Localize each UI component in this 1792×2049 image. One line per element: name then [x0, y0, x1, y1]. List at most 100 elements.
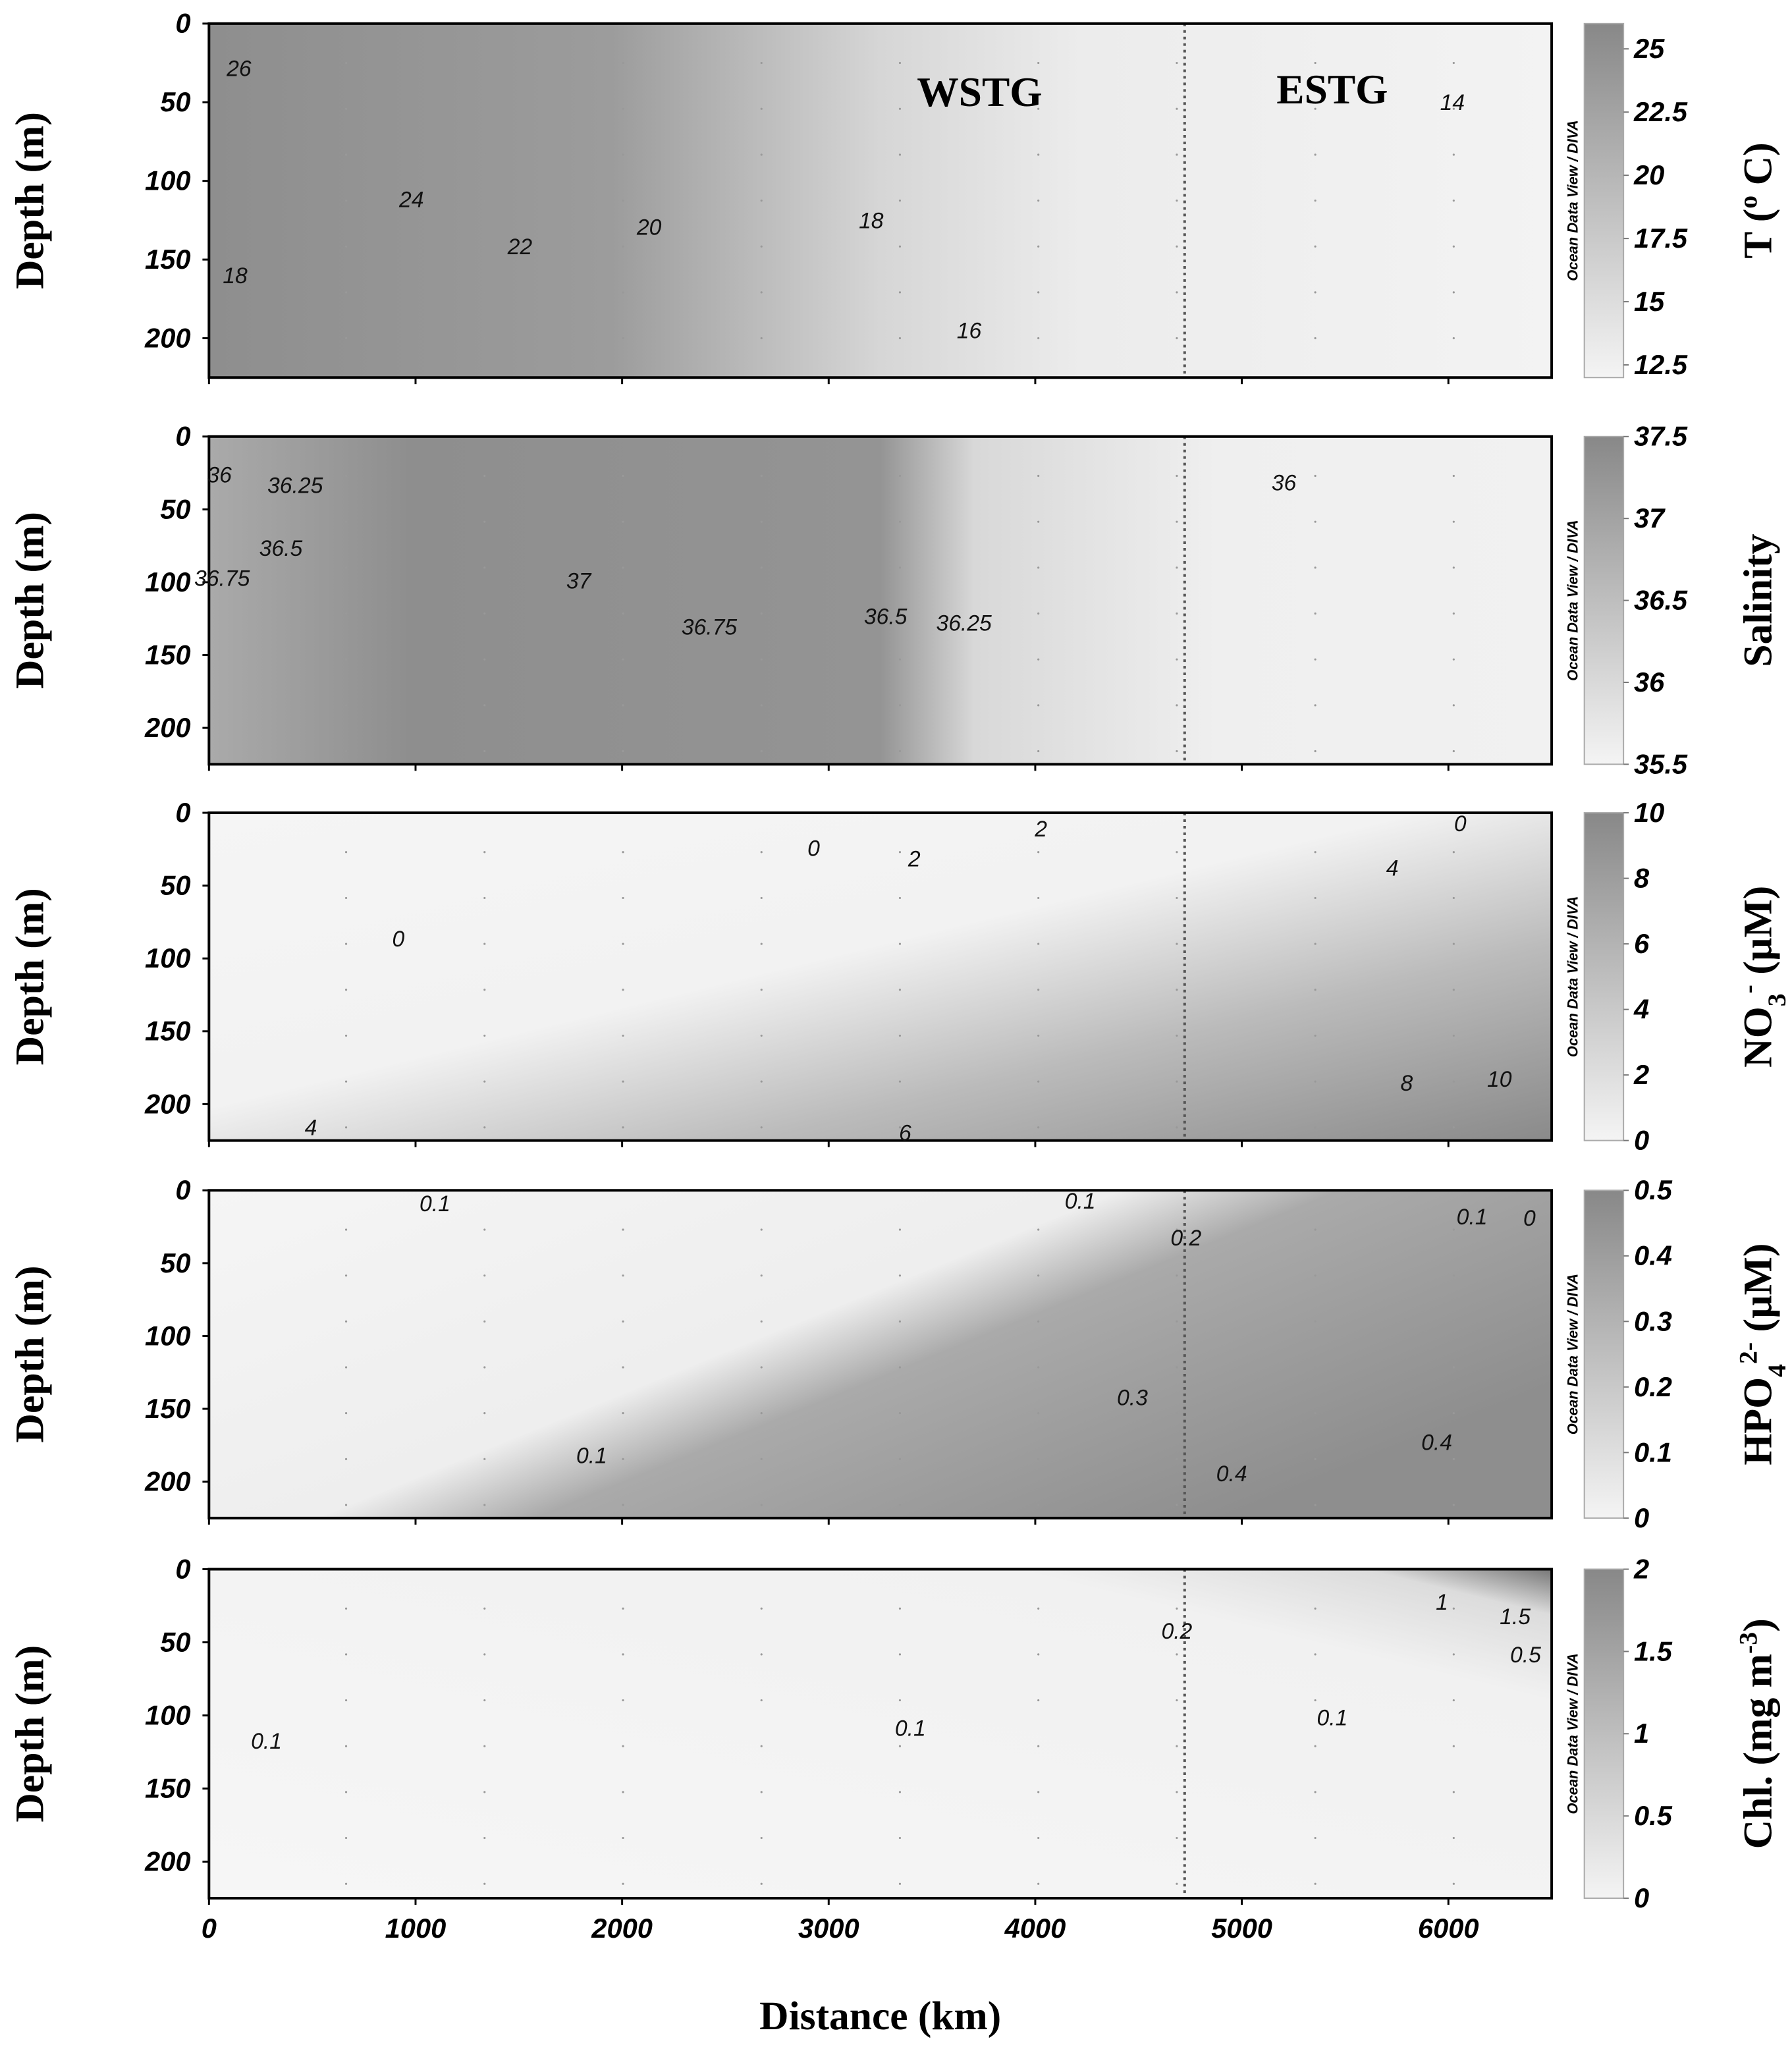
contour-label: 4: [1386, 856, 1399, 881]
station-dot: [1176, 943, 1178, 945]
station-dot: [1176, 291, 1178, 294]
station-dot: [1452, 566, 1455, 569]
station-dot: [1314, 1228, 1317, 1231]
station-dot: [760, 474, 763, 478]
station-dot: [1452, 153, 1455, 156]
station-dot: [1314, 337, 1317, 340]
station-dot: [1452, 1745, 1455, 1747]
station-dot: [1037, 1653, 1040, 1656]
y-tick-label: 100: [145, 165, 190, 196]
station-dot: [898, 1458, 902, 1460]
colorbar-tick-label: 0.1: [1634, 1436, 1672, 1467]
station-dot: [1176, 1126, 1178, 1129]
station-dot: [1037, 474, 1040, 478]
station-dot: [1314, 1836, 1317, 1840]
station-dot: [1037, 107, 1040, 110]
station-dot: [760, 199, 763, 202]
station-dot: [1314, 1458, 1317, 1460]
station-dot: [344, 1836, 348, 1840]
station-dot: [344, 1458, 348, 1460]
station-dot: [1176, 474, 1178, 478]
station-dot: [1037, 520, 1040, 523]
contour-label: 36: [1272, 470, 1297, 495]
station-dot: [1037, 1126, 1040, 1129]
station-dot: [622, 896, 624, 900]
station-dot: [1314, 566, 1317, 569]
station-dot: [1037, 612, 1040, 615]
station-dot: [898, 1034, 902, 1037]
station-dot: [1037, 291, 1040, 294]
station-dot: [1176, 612, 1178, 615]
contour-label: 36.25: [936, 611, 992, 636]
y-tick-label: 50: [160, 1247, 190, 1278]
station-dot: [1452, 474, 1455, 478]
station-dot: [1176, 1607, 1178, 1610]
colorbar-label-part: -: [1733, 985, 1762, 993]
y-tick-label: 150: [145, 244, 190, 275]
colorbar-tick-label: 8: [1634, 862, 1650, 893]
station-dot: [1176, 1699, 1178, 1702]
contour-label: 10: [1487, 1067, 1512, 1092]
colorbar-label-part: 4: [1762, 1364, 1791, 1377]
station-dot: [622, 107, 624, 110]
plot-frame: [207, 1189, 1554, 1519]
station-dot: [760, 566, 763, 569]
station-dot: [898, 1882, 902, 1885]
station-dot: [622, 566, 624, 569]
station-dot: [483, 704, 486, 707]
station-dot: [1314, 153, 1317, 156]
station-dot: [1314, 612, 1317, 615]
contour-label: 24: [398, 187, 423, 212]
station-dot: [344, 612, 348, 615]
station-dot: [1452, 704, 1455, 707]
station-dot: [1176, 245, 1178, 248]
contour-label: 4: [305, 1116, 317, 1141]
station-dot: [1314, 107, 1317, 110]
colorbar-tick-label: 25: [1633, 33, 1665, 64]
station-dot: [622, 1791, 624, 1793]
station-dot: [1314, 1791, 1317, 1793]
station-dot: [898, 1745, 902, 1747]
station-dot: [483, 107, 486, 110]
station-dot: [898, 153, 902, 156]
station-dot: [898, 566, 902, 569]
station-dot: [1452, 1699, 1455, 1702]
y-tick-label: 200: [144, 712, 190, 743]
section-field: [209, 23, 1552, 378]
station-dot: [1314, 1653, 1317, 1656]
station-dot: [898, 989, 902, 991]
station-dot: [1037, 61, 1040, 65]
station-dot: [344, 1274, 348, 1277]
contour-label: 0.1: [251, 1729, 282, 1754]
contour-label: 0.1: [895, 1716, 926, 1741]
section-field: [209, 1190, 1552, 1518]
station-dot: [1037, 1699, 1040, 1702]
contour-label: 0: [393, 927, 405, 952]
colorbar-label-part: 2-: [1733, 1342, 1762, 1364]
station-dot: [1176, 1274, 1178, 1277]
station-dot: [344, 851, 348, 854]
station-dot: [344, 1366, 348, 1369]
contour-label: 0.2: [1170, 1226, 1201, 1251]
colorbar-label-part: ): [1735, 1618, 1780, 1632]
plot-frame: [207, 22, 1554, 379]
contour-label: 0.1: [1457, 1205, 1488, 1230]
y-tick-label: 200: [144, 1088, 190, 1119]
station-dot: [898, 943, 902, 945]
station-dot: [1314, 658, 1317, 661]
station-dot: [1314, 1320, 1317, 1323]
station-dot: [1452, 1320, 1455, 1323]
station-dot: [344, 750, 348, 753]
station-dot: [1314, 1882, 1317, 1885]
colorbar-label: NO3- (µM): [1733, 886, 1791, 1068]
station-dot: [1452, 989, 1455, 991]
station-dot: [1314, 1366, 1317, 1369]
station-dot: [344, 1126, 348, 1129]
station-dot: [1037, 1791, 1040, 1793]
colorbar: [1583, 1189, 1625, 1519]
station-dot: [1037, 1080, 1040, 1083]
colorbar-label-part: T (: [1735, 209, 1780, 259]
station-dot: [344, 704, 348, 707]
y-tick-label: 50: [160, 86, 190, 117]
